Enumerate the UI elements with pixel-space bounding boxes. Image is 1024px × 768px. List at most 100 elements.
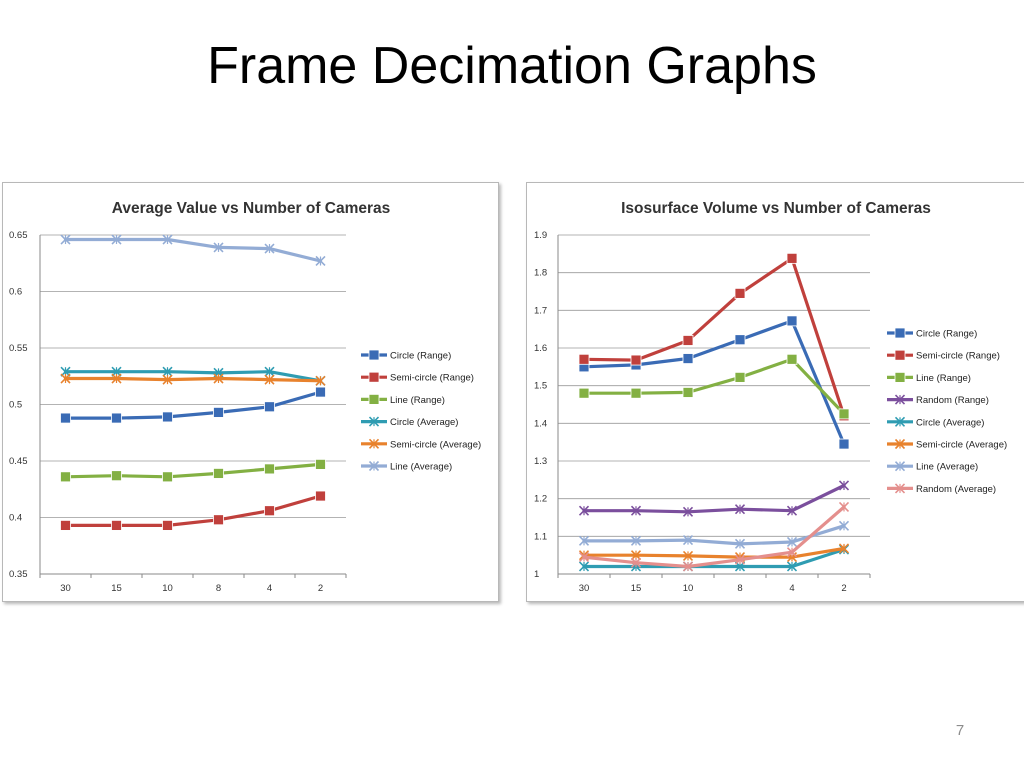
- legend-swatch-marker: [894, 394, 906, 405]
- data-point: [111, 234, 122, 245]
- y-tick-label: 0.5: [9, 400, 22, 411]
- y-tick-label: 1.2: [534, 494, 547, 505]
- legend-swatch-marker: [368, 371, 380, 383]
- legend-label: Circle (Average): [390, 417, 458, 428]
- data-point: [60, 471, 71, 483]
- series-semi-circle-average: [578, 543, 850, 563]
- data-point: [162, 520, 173, 531]
- y-tick-label: 1.3: [534, 456, 547, 467]
- data-point: [578, 535, 590, 546]
- data-point: [162, 471, 173, 483]
- x-tick-label: 8: [737, 583, 742, 594]
- data-point: [578, 505, 590, 516]
- legend-label: Circle (Average): [916, 417, 984, 428]
- slide-title: Frame Decimation Graphs: [207, 37, 817, 95]
- data-point: [630, 550, 642, 561]
- series-line-average: [578, 520, 850, 549]
- series-semi-circle-range: [578, 252, 850, 422]
- legend-label: Semi-circle (Average): [390, 439, 481, 450]
- data-point: [111, 412, 122, 424]
- y-tick-label: 0.55: [9, 343, 28, 354]
- data-point: [838, 480, 850, 491]
- legend-label: Circle (Range): [916, 329, 977, 340]
- series-line-range: [60, 458, 326, 483]
- series-line: [582, 483, 846, 514]
- y-tick-label: 0.4: [9, 513, 22, 524]
- data-point: [264, 463, 275, 475]
- x-tick-label: 30: [579, 583, 590, 594]
- data-point: [264, 505, 275, 517]
- series-line-range: [578, 353, 850, 420]
- x-tick-label: 15: [631, 583, 642, 594]
- data-point: [786, 252, 798, 264]
- data-point: [786, 561, 798, 572]
- y-tick-label: 0.6: [9, 287, 22, 298]
- series-line: [63, 494, 323, 527]
- x-tick-label: 10: [683, 583, 694, 594]
- y-tick-label: 0.65: [9, 230, 28, 241]
- series-line: [582, 256, 846, 418]
- series-line: [63, 390, 323, 420]
- series-line: [582, 546, 846, 559]
- page-number: 7: [955, 722, 965, 739]
- series-random-range: [578, 480, 850, 517]
- data-point: [60, 234, 71, 245]
- data-point: [630, 354, 642, 366]
- y-tick-label: 1.1: [534, 531, 547, 542]
- data-point: [630, 387, 642, 399]
- data-point: [682, 335, 694, 346]
- data-point: [213, 407, 224, 418]
- legend-item-line-range: Line (Range): [361, 393, 445, 406]
- x-tick-label: 10: [162, 583, 173, 594]
- data-point: [162, 411, 173, 423]
- data-point: [786, 315, 798, 327]
- data-point: [60, 520, 71, 531]
- legend-label: Line (Average): [916, 462, 978, 473]
- legend-item-circle-range: Circle (Range): [887, 327, 977, 340]
- data-point: [60, 373, 71, 384]
- series-circle-range: [578, 315, 850, 450]
- y-tick-label: 0.45: [9, 456, 28, 467]
- legend: Circle (Range) Semi-circle (Range) Line (R…: [361, 349, 481, 473]
- data-point: [111, 520, 122, 531]
- legend-label: Semi-circle (Range): [390, 373, 474, 384]
- series-line: [63, 370, 323, 383]
- legend-swatch-marker: [368, 438, 380, 449]
- legend-item-random-average: Random (Average): [887, 483, 996, 495]
- data-point: [315, 386, 326, 398]
- data-point: [682, 550, 694, 561]
- y-tick-label: 0.35: [9, 569, 28, 580]
- legend-swatch-marker: [894, 327, 906, 339]
- data-point: [838, 501, 850, 513]
- legend-swatch-marker: [894, 349, 906, 361]
- y-tick-label: 1.6: [534, 343, 547, 354]
- x-tick-label: 4: [267, 583, 272, 594]
- data-point: [838, 520, 850, 531]
- x-tick-label: 2: [318, 583, 323, 594]
- series-line: [582, 505, 846, 569]
- data-point: [213, 373, 224, 384]
- data-point: [264, 374, 275, 385]
- chart-isosurface-volume: Isosurface Volume vs Number of Cameras 1 1…: [534, 200, 1007, 594]
- data-point: [111, 373, 122, 384]
- data-point: [838, 408, 850, 420]
- x-tick-label: 15: [111, 583, 122, 594]
- data-point: [578, 551, 590, 563]
- data-point: [630, 505, 642, 516]
- data-point: [162, 234, 173, 245]
- legend-item-semi-circle-range: Semi-circle (Range): [361, 371, 474, 384]
- legend-label: Semi-circle (Range): [916, 351, 1000, 362]
- data-point: [734, 538, 746, 549]
- series-line-average: [60, 234, 326, 267]
- data-point: [162, 374, 173, 385]
- legend: Circle (Range) Semi-circle (Range) Line (R…: [887, 327, 1007, 495]
- series-line: [63, 376, 323, 383]
- x-tick-label: 2: [841, 583, 846, 594]
- data-point: [213, 468, 224, 479]
- data-point: [578, 353, 590, 365]
- data-point: [315, 490, 326, 502]
- data-point: [578, 387, 590, 399]
- data-point: [213, 242, 224, 253]
- series-circle-range: [60, 386, 326, 424]
- data-point: [734, 504, 746, 515]
